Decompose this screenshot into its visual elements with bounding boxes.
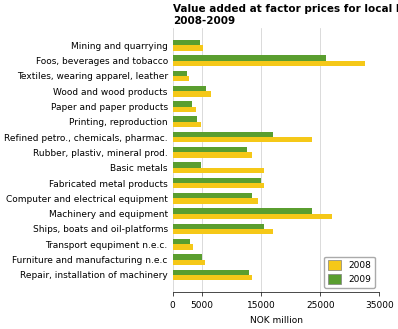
Bar xyxy=(173,214,332,219)
Bar xyxy=(173,132,273,137)
Bar xyxy=(173,122,201,127)
Bar xyxy=(173,137,312,142)
Text: Value added at factor prices for local kind of activity units, by industry.
2008: Value added at factor prices for local k… xyxy=(173,4,398,26)
Bar xyxy=(173,224,264,229)
Bar xyxy=(173,76,189,81)
Bar xyxy=(173,275,252,280)
Bar xyxy=(173,193,252,198)
Bar xyxy=(173,40,200,45)
Bar xyxy=(173,116,197,122)
Bar xyxy=(173,147,246,152)
Bar xyxy=(173,229,273,234)
X-axis label: NOK million: NOK million xyxy=(250,316,302,325)
Bar xyxy=(173,91,211,97)
Bar xyxy=(173,101,192,107)
Bar xyxy=(173,254,202,260)
Legend: 2008, 2009: 2008, 2009 xyxy=(324,257,375,288)
Bar xyxy=(173,152,252,158)
Bar xyxy=(173,61,365,66)
Bar xyxy=(173,163,201,168)
Bar xyxy=(173,45,203,51)
Bar xyxy=(173,198,258,204)
Bar xyxy=(173,208,312,214)
Bar xyxy=(173,55,326,61)
Bar xyxy=(173,107,196,112)
Bar xyxy=(173,260,205,265)
Bar xyxy=(173,244,193,250)
Bar xyxy=(173,178,261,183)
Bar xyxy=(173,239,190,244)
Bar xyxy=(173,269,250,275)
Bar xyxy=(173,70,187,76)
Bar xyxy=(173,86,206,91)
Bar xyxy=(173,183,264,189)
Bar xyxy=(173,168,264,173)
